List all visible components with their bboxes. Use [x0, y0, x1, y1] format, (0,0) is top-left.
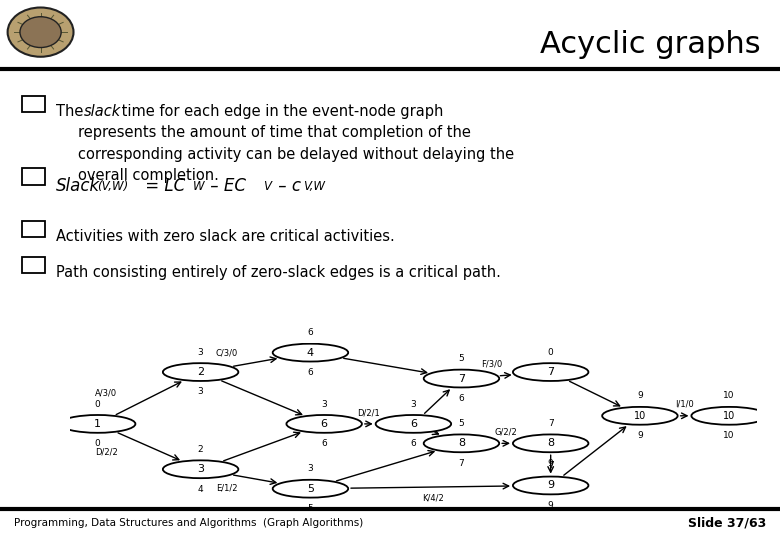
- Text: 6: 6: [321, 440, 327, 448]
- Text: Slide 37/63: Slide 37/63: [688, 516, 766, 529]
- Text: W: W: [193, 180, 204, 193]
- Circle shape: [513, 363, 588, 381]
- Text: 3: 3: [197, 464, 204, 474]
- Text: 6: 6: [307, 328, 314, 337]
- Text: slack: slack: [84, 104, 122, 119]
- Text: 2: 2: [198, 445, 204, 454]
- Text: 8: 8: [547, 438, 555, 448]
- Text: V,W: V,W: [303, 180, 324, 193]
- Text: 10: 10: [723, 431, 735, 440]
- Text: 6: 6: [459, 394, 464, 403]
- Circle shape: [273, 344, 348, 362]
- Text: 5: 5: [307, 484, 314, 494]
- Text: 4: 4: [307, 348, 314, 357]
- Text: (V,W): (V,W): [98, 180, 129, 193]
- Circle shape: [424, 434, 499, 453]
- Text: 7: 7: [458, 374, 465, 383]
- Circle shape: [273, 480, 348, 498]
- Text: time for each edge in the event-node graph: time for each edge in the event-node gra…: [117, 104, 443, 119]
- Text: C/3/0: C/3/0: [215, 349, 238, 358]
- Text: overall completion.: overall completion.: [78, 168, 219, 184]
- Text: 7: 7: [547, 367, 555, 377]
- Text: corresponding activity can be delayed without delaying the: corresponding activity can be delayed wi…: [78, 147, 514, 162]
- Text: 0: 0: [548, 348, 554, 356]
- Text: V: V: [263, 180, 271, 193]
- Text: G/2/2: G/2/2: [495, 428, 517, 436]
- Text: 9: 9: [637, 431, 643, 440]
- Text: I/1/0: I/1/0: [675, 400, 694, 409]
- Text: 3: 3: [198, 388, 204, 396]
- Text: 5: 5: [459, 419, 464, 428]
- Circle shape: [376, 415, 451, 433]
- Text: D/2/2: D/2/2: [95, 448, 118, 456]
- Text: 9: 9: [548, 458, 554, 468]
- Text: F/3/0: F/3/0: [481, 360, 502, 369]
- Circle shape: [691, 407, 767, 424]
- Text: 10: 10: [723, 392, 735, 400]
- Text: 0: 0: [95, 400, 101, 408]
- Text: = LC: = LC: [140, 177, 186, 194]
- Text: 5: 5: [459, 354, 464, 363]
- Text: 8: 8: [458, 438, 465, 448]
- Text: K/4/2: K/4/2: [423, 494, 444, 503]
- Circle shape: [20, 17, 61, 48]
- Circle shape: [424, 369, 499, 388]
- Circle shape: [8, 8, 73, 57]
- Text: Activities with zero slack are critical activities.: Activities with zero slack are critical …: [56, 229, 395, 244]
- Text: 3: 3: [307, 464, 314, 473]
- FancyBboxPatch shape: [22, 168, 45, 185]
- Text: 3: 3: [410, 400, 417, 408]
- Text: D/2/1: D/2/1: [357, 408, 380, 417]
- Circle shape: [286, 415, 362, 433]
- Text: 6: 6: [410, 440, 417, 448]
- Text: 9: 9: [637, 392, 643, 400]
- Text: 4: 4: [198, 485, 204, 494]
- Text: Path consisting entirely of zero-slack edges is a critical path.: Path consisting entirely of zero-slack e…: [56, 265, 501, 280]
- Text: 2: 2: [197, 367, 204, 377]
- Circle shape: [163, 460, 239, 478]
- Text: 3: 3: [198, 348, 204, 356]
- Text: 0: 0: [95, 440, 101, 448]
- Text: 6: 6: [307, 368, 314, 377]
- Text: 7: 7: [548, 419, 554, 428]
- Text: 9: 9: [547, 481, 555, 490]
- Text: – EC: – EC: [205, 177, 246, 194]
- Circle shape: [602, 407, 678, 424]
- Text: Programming, Data Structures and Algorithms  (Graph Algorithms): Programming, Data Structures and Algorit…: [14, 518, 363, 528]
- Circle shape: [60, 415, 136, 433]
- Text: 3: 3: [321, 400, 327, 408]
- Text: – c: – c: [273, 177, 301, 194]
- Text: represents the amount of time that completion of the: represents the amount of time that compl…: [78, 125, 471, 140]
- Text: 5: 5: [307, 504, 314, 513]
- Text: 10: 10: [723, 411, 736, 421]
- Text: 1: 1: [94, 419, 101, 429]
- FancyBboxPatch shape: [22, 221, 45, 237]
- Circle shape: [513, 476, 588, 495]
- Text: A/3/0: A/3/0: [94, 389, 117, 397]
- Text: 7: 7: [459, 458, 464, 468]
- Text: 6: 6: [410, 419, 417, 429]
- Text: The: The: [56, 104, 88, 119]
- Circle shape: [163, 363, 239, 381]
- Text: Slack: Slack: [56, 177, 101, 194]
- Text: 9: 9: [548, 501, 554, 510]
- FancyBboxPatch shape: [22, 256, 45, 273]
- FancyBboxPatch shape: [22, 96, 45, 112]
- Text: 6: 6: [321, 419, 328, 429]
- Text: Acyclic graphs: Acyclic graphs: [540, 30, 760, 59]
- Circle shape: [513, 434, 588, 453]
- Text: 7: 7: [548, 461, 554, 470]
- Text: E/1/2: E/1/2: [216, 483, 237, 492]
- Text: 10: 10: [634, 411, 646, 421]
